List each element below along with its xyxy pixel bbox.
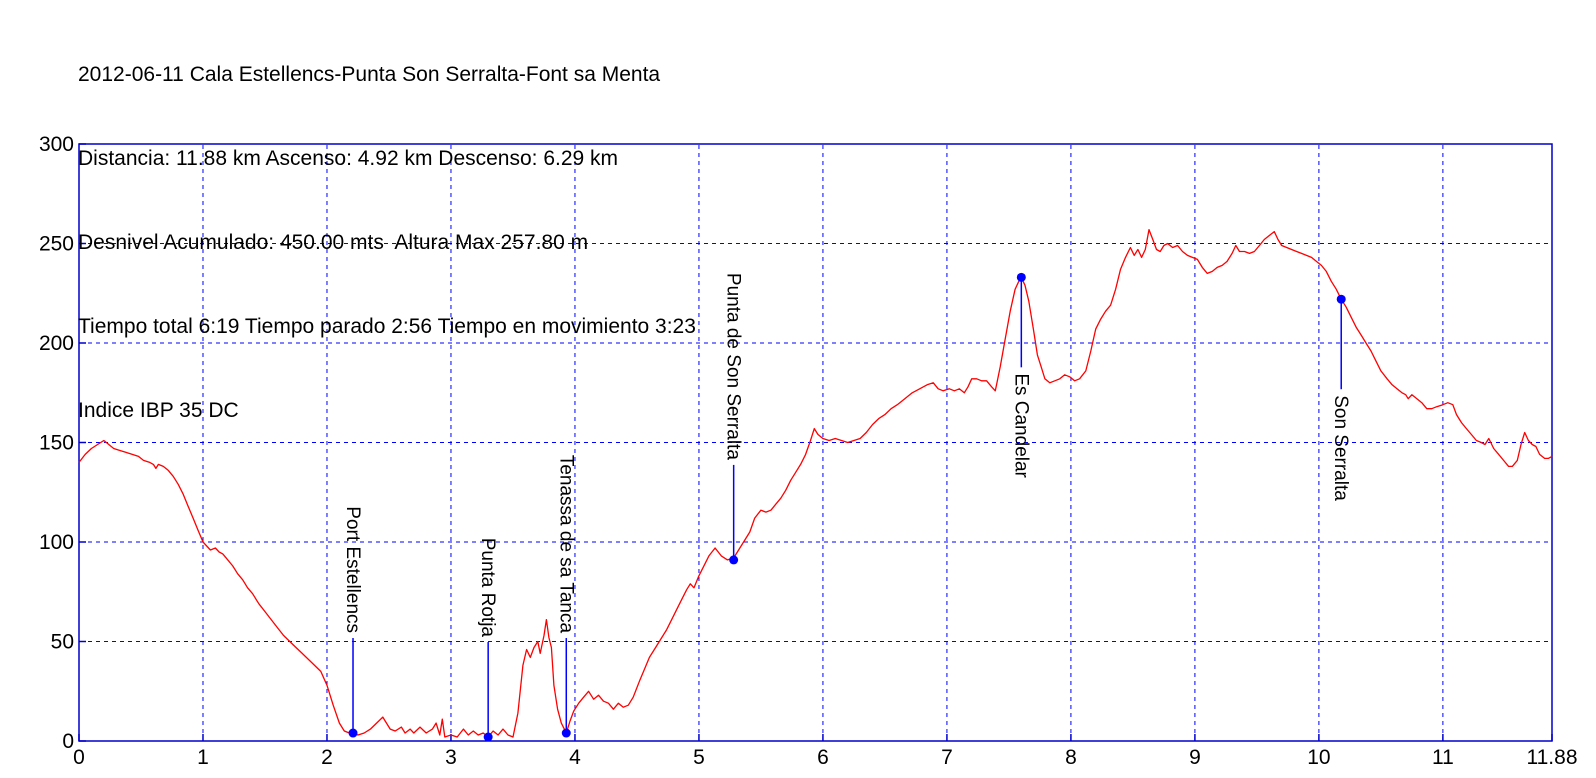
waypoint-marker: [1016, 272, 1026, 282]
y-tick-label: 150: [39, 432, 74, 455]
x-tick-label: 5: [693, 746, 705, 769]
ibp-index: Indice IBP 35 DC: [78, 399, 239, 422]
waypoint-marker: [348, 728, 358, 738]
waypoint-label: Es Candelar: [1010, 373, 1031, 478]
elevation-line: [78, 228, 1553, 738]
x-tick-label: 11: [1432, 746, 1454, 769]
y-tick-label: 50: [51, 631, 74, 654]
elevation-stats: Desnivel Acumulado: 450.00 mts Altura Ma…: [78, 231, 589, 254]
x-tick-label: 0: [73, 746, 85, 769]
waypoint-label: Port Estellencs: [342, 506, 363, 633]
waypoint-marker: [561, 728, 571, 738]
x-tick-label: 4: [569, 746, 581, 769]
waypoint-label: Punta de Son Serralta: [723, 273, 744, 460]
waypoint-label: Punta Rotja: [477, 538, 498, 638]
waypoint-marker: [729, 555, 739, 565]
x-tick-label: 8: [1065, 746, 1077, 769]
plot-border: [78, 143, 1553, 742]
y-tick-label: 200: [39, 332, 74, 355]
x-tick-label: 7: [941, 746, 953, 769]
route-title: 2012-06-11 Cala Estellencs-Punta Son Ser…: [78, 63, 661, 86]
y-tick-label: 300: [39, 133, 74, 156]
y-tick-label: 0: [62, 730, 74, 753]
y-tick-label: 100: [39, 531, 74, 554]
waypoint-marker: [1336, 294, 1346, 304]
waypoint-label: Tenassa de sa Tanca: [555, 455, 576, 634]
waypoint-label: Son Serralta: [1330, 395, 1351, 501]
x-tick-label: 3: [445, 746, 457, 769]
y-tick-label: 250: [39, 233, 74, 256]
x-tick-label: 1: [197, 746, 209, 769]
x-tick-label: 6: [817, 746, 829, 769]
x-tick-label: 10: [1307, 746, 1330, 769]
chart-header: 2012-06-11 Cala Estellencs-Punta Son Ser…: [78, 5, 696, 481]
x-tick-label: 11.88: [1527, 746, 1578, 769]
distance-stats: Distancia: 11.88 km Ascenso: 4.92 km Des…: [78, 147, 619, 170]
waypoint-marker: [483, 732, 493, 742]
x-tick-label: 2: [321, 746, 333, 769]
x-tick-label: 9: [1189, 746, 1201, 769]
time-stats: Tiempo total 6:19 Tiempo parado 2:56 Tie…: [78, 315, 696, 338]
